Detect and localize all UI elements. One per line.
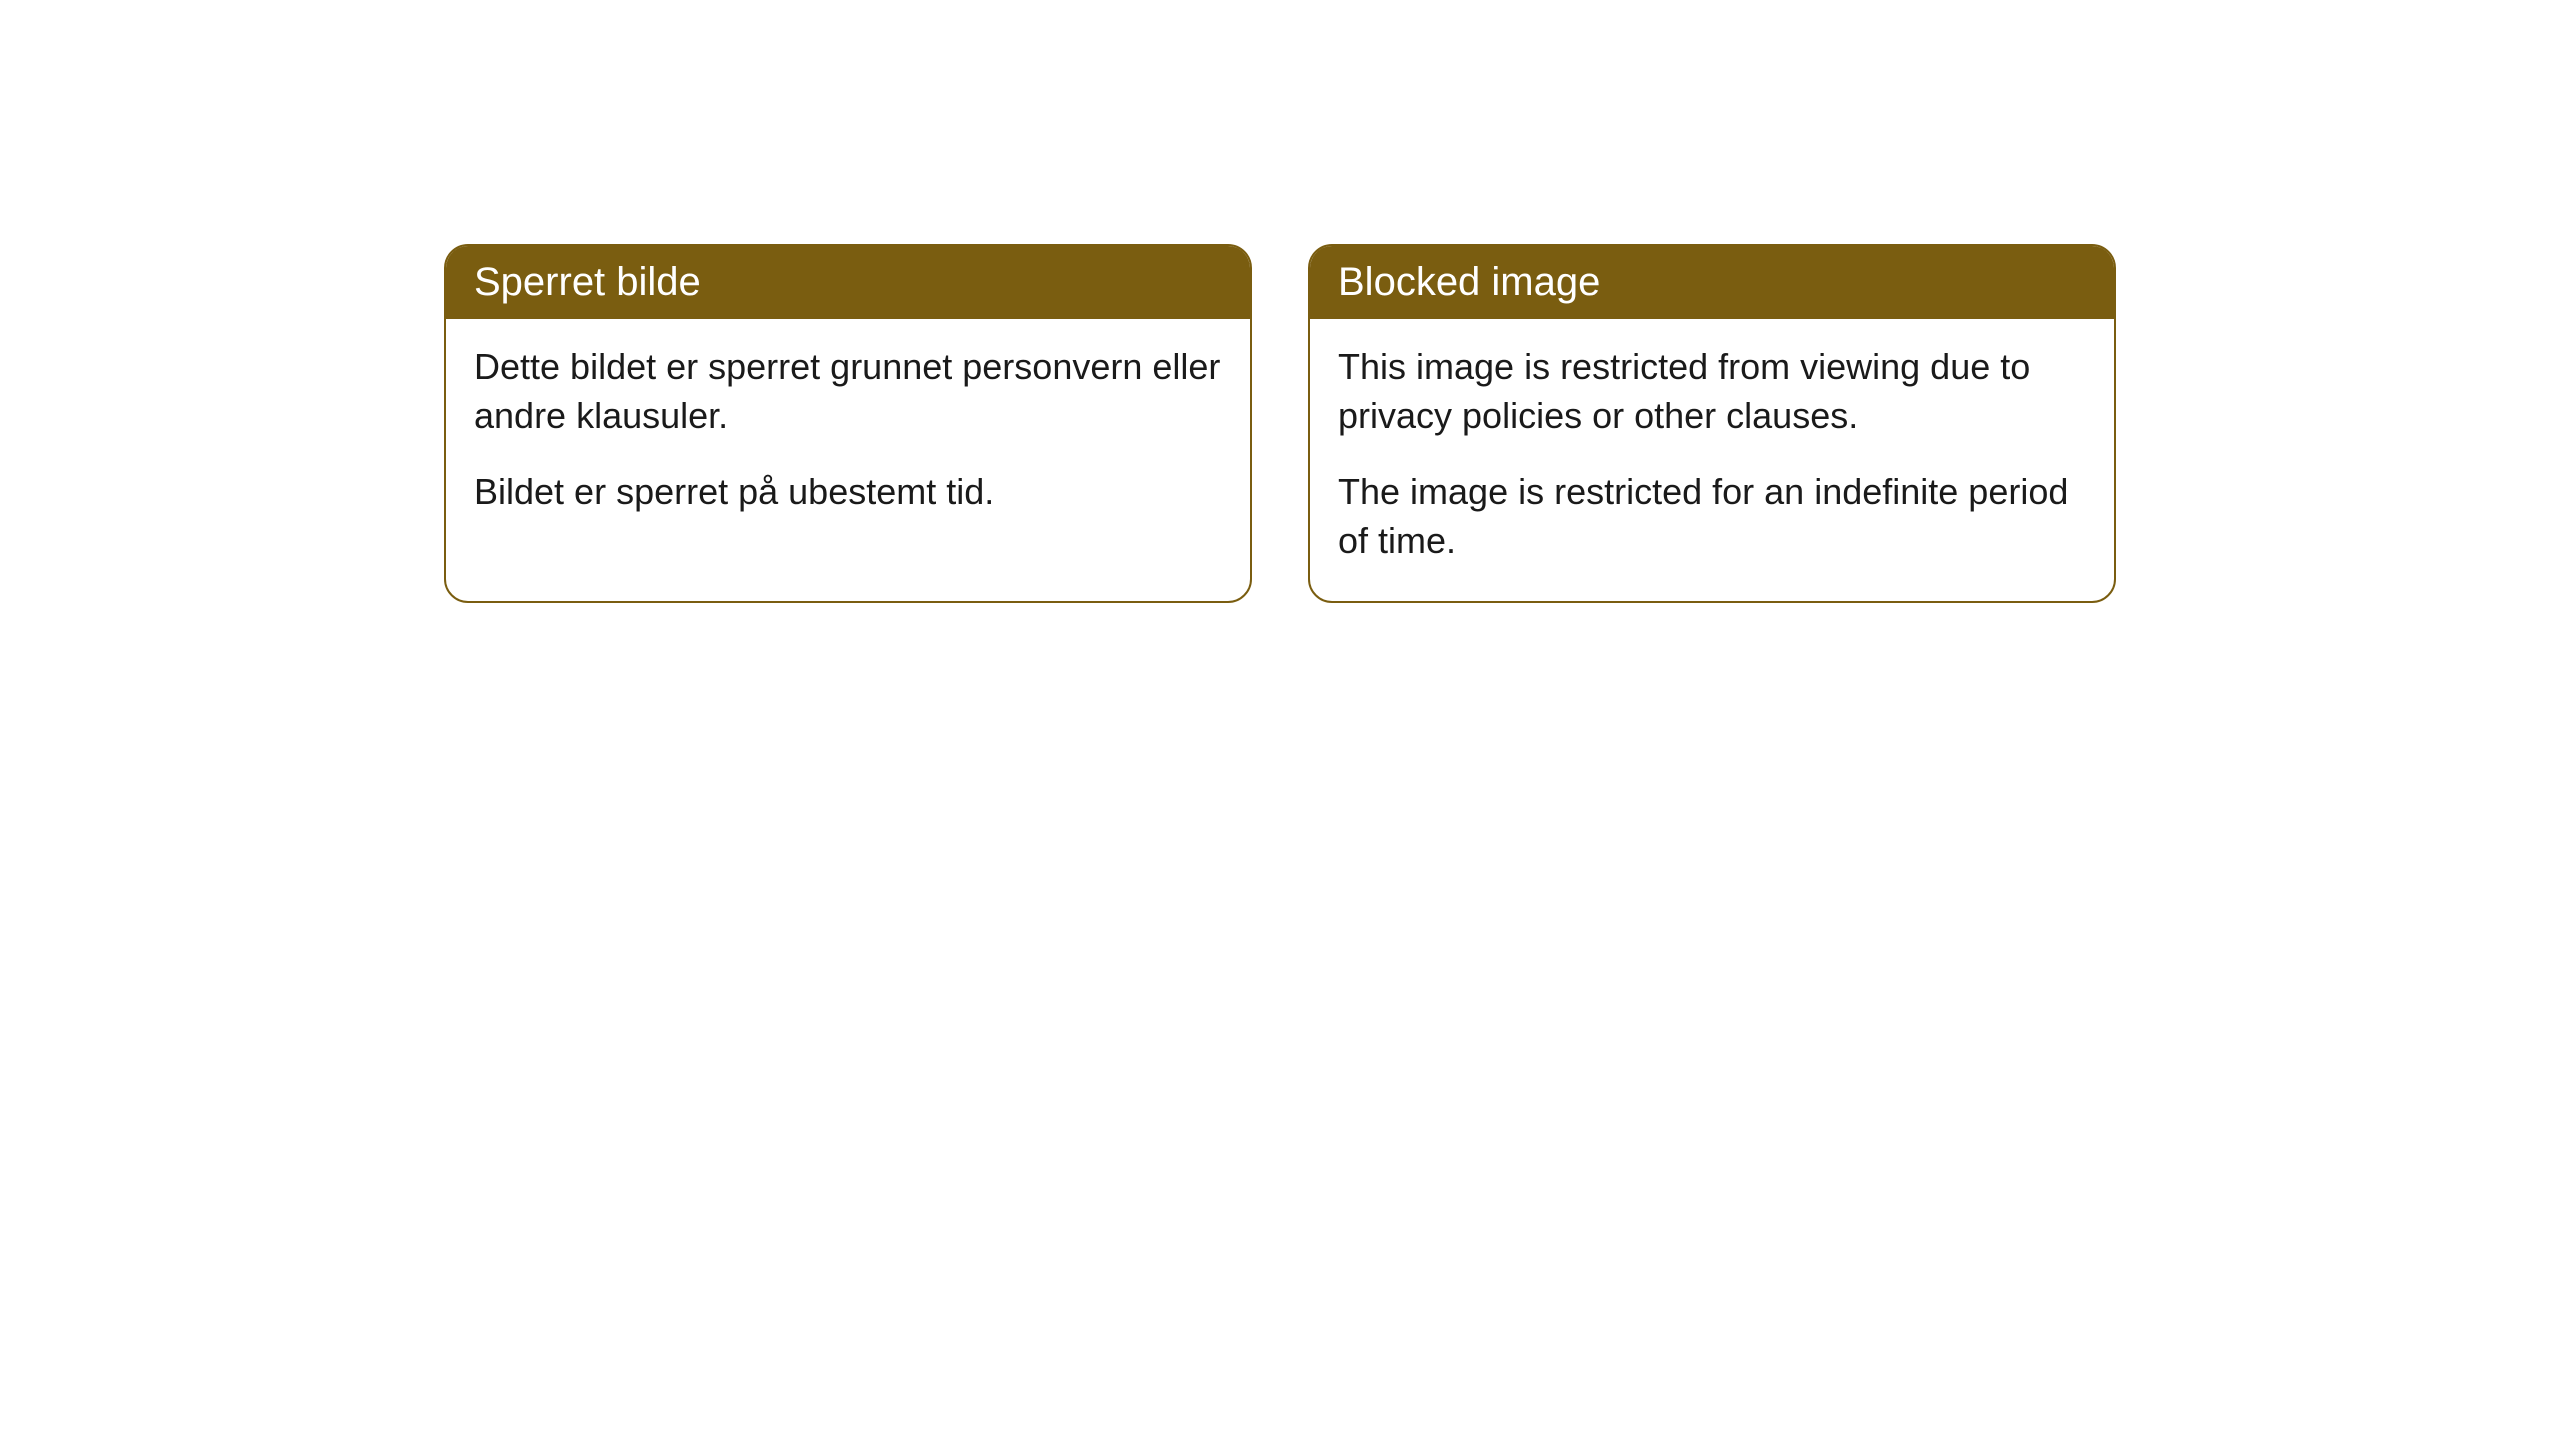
card-body-english: This image is restricted from viewing du… bbox=[1310, 319, 2114, 601]
card-body-norwegian: Dette bildet er sperret grunnet personve… bbox=[446, 319, 1250, 553]
card-paragraph-2-english: The image is restricted for an indefinit… bbox=[1338, 468, 2086, 565]
card-title-norwegian: Sperret bilde bbox=[474, 260, 701, 304]
card-english: Blocked image This image is restricted f… bbox=[1308, 244, 2116, 603]
card-header-norwegian: Sperret bilde bbox=[446, 246, 1250, 319]
card-paragraph-1-english: This image is restricted from viewing du… bbox=[1338, 343, 2086, 440]
card-paragraph-1-norwegian: Dette bildet er sperret grunnet personve… bbox=[474, 343, 1222, 440]
cards-container: Sperret bilde Dette bildet er sperret gr… bbox=[444, 244, 2116, 603]
card-title-english: Blocked image bbox=[1338, 260, 1600, 304]
card-paragraph-2-norwegian: Bildet er sperret på ubestemt tid. bbox=[474, 468, 1222, 517]
card-norwegian: Sperret bilde Dette bildet er sperret gr… bbox=[444, 244, 1252, 603]
card-header-english: Blocked image bbox=[1310, 246, 2114, 319]
